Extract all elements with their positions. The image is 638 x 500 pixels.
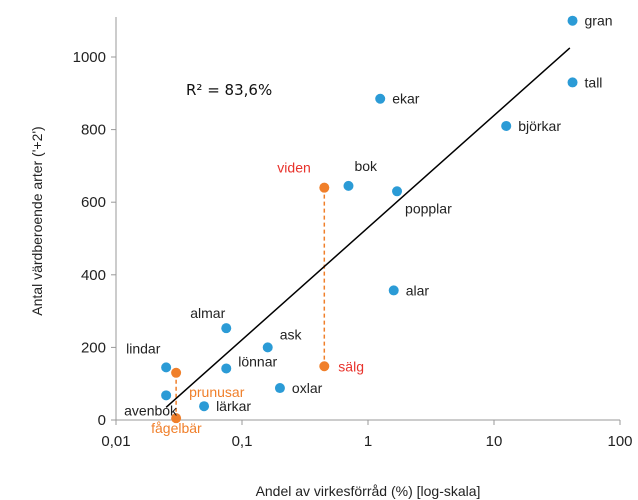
point-fågelbär	[171, 413, 182, 424]
x-axis-title: Andel av virkesförråd (%) [log-skala]	[256, 483, 481, 499]
x-tick-label: 0,1	[232, 433, 253, 450]
axes: 0 200 400 600 800 1000 0,01 0,1 1 10 100	[73, 17, 633, 450]
point-viden	[319, 182, 330, 193]
point-label-lärkar: lärkar	[216, 398, 251, 414]
point-label-avenbok: avenbok	[124, 402, 178, 418]
point-björkar	[501, 120, 512, 131]
y-tick-label: 0	[98, 412, 106, 429]
r-squared-annotation: R² = 83,6%	[186, 81, 272, 99]
y-tick-label: 400	[81, 267, 106, 284]
dashed-links	[175, 187, 326, 419]
point-lönnar	[221, 363, 232, 374]
point-label-alar: alar	[406, 282, 430, 298]
trendline	[165, 47, 571, 408]
point-popplar	[392, 186, 403, 197]
y-tick-label: 800	[81, 122, 106, 139]
x-tick-label: 0,01	[101, 433, 130, 450]
point-label-prunusar: prunusar	[189, 384, 245, 400]
point-label-tall: tall	[585, 74, 603, 90]
point-label-björkar: björkar	[518, 118, 561, 134]
point-lärkar	[199, 401, 210, 412]
point-label-viden: viden	[277, 160, 310, 176]
point-almar	[221, 323, 232, 334]
point-label-sälg: sälg	[338, 358, 364, 374]
x-tick-label: 100	[607, 433, 632, 450]
point-oxlar	[274, 383, 285, 394]
point-prunusar	[171, 367, 182, 378]
point-label-gran: gran	[585, 13, 613, 29]
y-tick-label: 200	[81, 339, 106, 356]
point-label-popplar: popplar	[405, 200, 452, 216]
point-bok	[343, 180, 354, 191]
point-label-ekar: ekar	[392, 91, 420, 107]
point-lindar	[161, 362, 172, 373]
point-avenbok	[161, 390, 172, 401]
trendline-group	[165, 47, 571, 408]
point-ekar	[375, 93, 386, 104]
point-label-fågelbär: fågelbär	[151, 420, 202, 436]
point-labels: gran tall ekar björkar bok popplar alar almar as…	[124, 13, 612, 436]
y-tick-label: 600	[81, 194, 106, 211]
x-tick-label: 1	[364, 433, 372, 450]
point-ask	[262, 342, 273, 353]
point-label-lönnar: lönnar	[238, 353, 277, 369]
point-tall	[567, 77, 578, 88]
point-label-lindar: lindar	[126, 340, 161, 356]
point-gran	[567, 15, 578, 26]
point-label-oxlar: oxlar	[292, 380, 323, 396]
point-label-bok: bok	[354, 158, 378, 174]
point-label-ask: ask	[280, 326, 303, 342]
point-label-almar: almar	[190, 305, 225, 321]
y-tick-label: 1000	[73, 49, 106, 66]
data-points	[161, 15, 578, 424]
point-alar	[388, 285, 399, 296]
y-axis-title: Antal värdberoende arter ('+2')	[29, 126, 45, 315]
x-tick-label: 10	[486, 433, 503, 450]
point-sälg	[319, 361, 330, 372]
